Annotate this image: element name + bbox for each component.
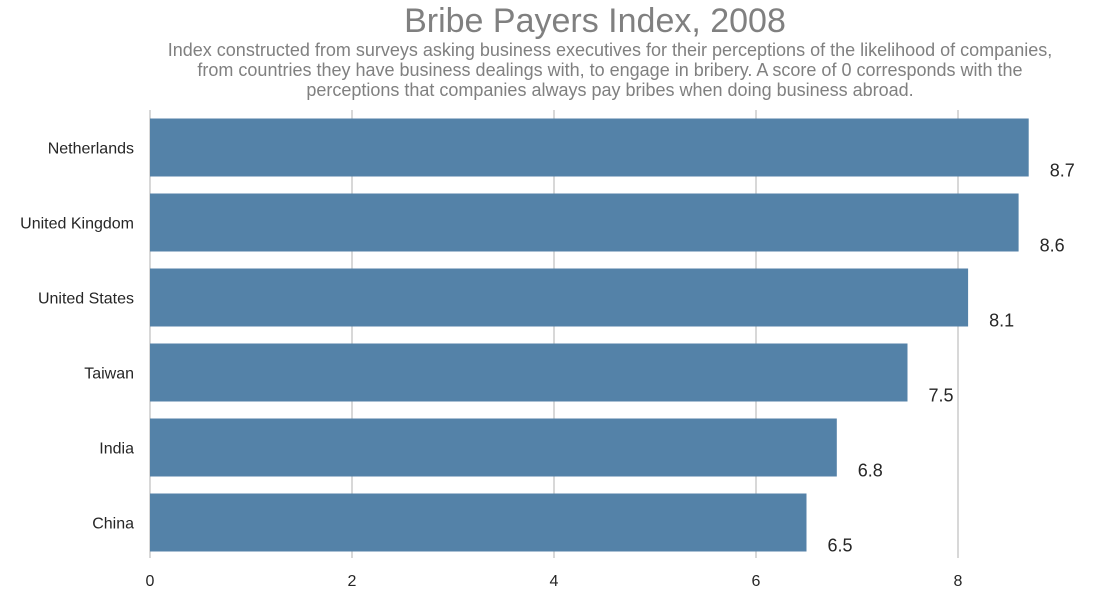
bar-4 xyxy=(150,418,837,477)
category-label-3: Taiwan xyxy=(84,366,134,383)
category-label-4: India xyxy=(99,441,134,458)
category-label-0: Netherlands xyxy=(48,141,134,158)
chart-subtitle-line-1: Index constructed from surveys asking bu… xyxy=(167,40,1053,60)
x-tick-label-4: 8 xyxy=(954,573,963,590)
x-tick-label-2: 4 xyxy=(550,573,559,590)
value-label-4: 6.8 xyxy=(858,461,883,481)
category-label-5: China xyxy=(92,516,134,533)
value-label-1: 8.6 xyxy=(1040,236,1065,256)
category-label-1: United Kingdom xyxy=(20,216,134,233)
bar-3 xyxy=(150,343,908,402)
value-label-5: 6.5 xyxy=(828,536,853,556)
bar-1 xyxy=(150,193,1019,252)
x-tick-label-1: 2 xyxy=(348,573,357,590)
chart-subtitle-line-3: perceptions that companies always pay br… xyxy=(306,80,914,100)
value-label-0: 8.7 xyxy=(1050,161,1075,181)
category-label-2: United States xyxy=(38,291,134,308)
bar-0 xyxy=(150,118,1029,177)
x-tick-label-0: 0 xyxy=(146,573,155,590)
chart-subtitle: Index constructed from surveys asking bu… xyxy=(0,40,1106,100)
chart-title: Bribe Payers Index, 2008 xyxy=(404,2,786,40)
bar-5 xyxy=(150,493,807,552)
value-label-3: 7.5 xyxy=(929,386,954,406)
x-tick-label-3: 6 xyxy=(752,573,761,590)
chart-subtitle-line-2: from countries they have business dealin… xyxy=(197,60,1023,80)
bar-2 xyxy=(150,268,969,327)
value-label-2: 8.1 xyxy=(989,311,1014,331)
